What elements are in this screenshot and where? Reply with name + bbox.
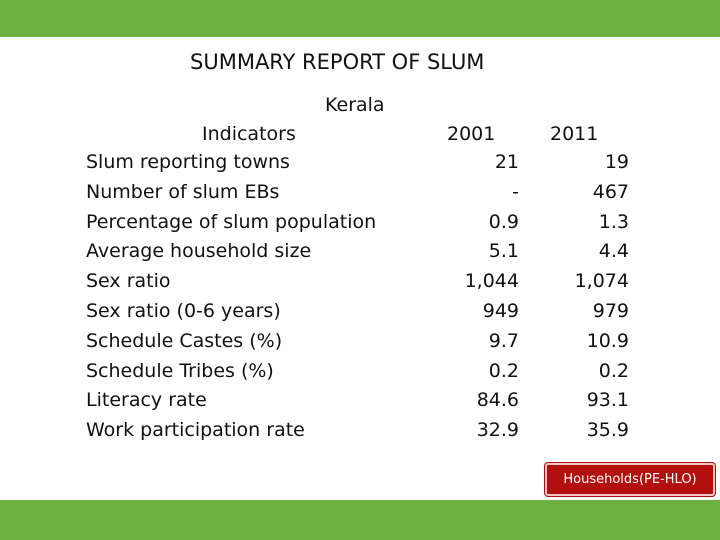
bottom-accent-bar (0, 500, 720, 540)
indicator-label: Number of slum EBs (86, 180, 280, 203)
value-2001: 21 (494, 151, 519, 173)
value-2001: 5.1 (488, 240, 519, 263)
indicator-label: Schedule Castes (%) (86, 329, 283, 352)
indicator-label: Sex ratio (86, 270, 171, 293)
indicator-label: Slum reporting towns (86, 151, 290, 173)
value-2001: 84.6 (476, 389, 519, 412)
value-2011: 1.3 (598, 210, 629, 233)
year-2011-header: 2011 (550, 123, 599, 145)
top-accent-bar (0, 0, 720, 37)
table-row: Percentage of slum population 0.9 1.3 (0, 211, 720, 241)
indicator-label: Sex ratio (0-6 years) (86, 299, 281, 322)
value-2011: 0.2 (598, 359, 629, 382)
table-row: Average household size 5.1 4.4 (0, 240, 720, 270)
value-2001: 9.7 (488, 329, 519, 352)
table-row: Schedule Tribes (%) 0.2 0.2 (0, 360, 720, 390)
table-row: Slum reporting towns 21 19 (0, 151, 720, 181)
value-2011: 10.9 (586, 329, 629, 352)
value-2011: 93.1 (586, 389, 629, 412)
table-row: Schedule Castes (%) 9.7 10.9 (0, 330, 720, 360)
table-row: Sex ratio 1,044 1,074 (0, 270, 720, 300)
table-row: Literacy rate 84.6 93.1 (0, 389, 720, 419)
value-2011: 4.4 (598, 240, 629, 263)
value-2001: 949 (482, 299, 519, 322)
indicator-table: Slum reporting towns 21 19 Number of slum E… (0, 151, 720, 449)
indicator-label: Literacy rate (86, 389, 207, 412)
value-2011: 467 (592, 180, 629, 203)
value-2001: - (512, 180, 519, 203)
indicator-label: Work participation rate (86, 419, 305, 442)
households-button[interactable]: Households(PE-HLO) (545, 463, 715, 496)
value-2001: 0.2 (488, 359, 519, 382)
value-2001: 32.9 (476, 419, 519, 442)
value-2011: 19 (604, 151, 629, 173)
region-label: Kerala (325, 94, 385, 116)
table-row: Sex ratio (0-6 years) 949 979 (0, 300, 720, 330)
year-2001-header: 2001 (447, 123, 496, 145)
value-2001: 0.9 (488, 210, 519, 233)
table-row: Number of slum EBs - 467 (0, 181, 720, 211)
page-title: SUMMARY REPORT OF SLUM (190, 50, 485, 74)
table-row: Work participation rate 32.9 35.9 (0, 419, 720, 449)
indicators-header: Indicators (202, 123, 296, 145)
indicator-label: Average household size (86, 240, 312, 263)
value-2011: 1,074 (574, 270, 629, 293)
value-2011: 979 (592, 299, 629, 322)
value-2011: 35.9 (586, 419, 629, 442)
value-2001: 1,044 (464, 270, 519, 293)
indicator-label: Schedule Tribes (%) (86, 359, 274, 382)
indicator-label: Percentage of slum population (86, 210, 377, 233)
